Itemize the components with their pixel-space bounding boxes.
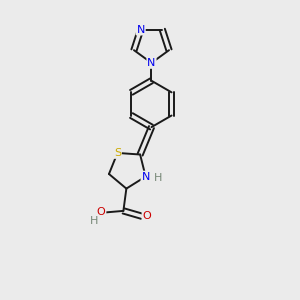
Text: O: O <box>97 207 106 218</box>
Text: N: N <box>136 25 145 34</box>
Text: N: N <box>141 172 150 182</box>
Text: N: N <box>147 58 156 68</box>
Text: S: S <box>114 148 121 158</box>
Text: H: H <box>154 173 162 183</box>
Text: H: H <box>89 216 98 226</box>
Text: O: O <box>142 211 151 221</box>
